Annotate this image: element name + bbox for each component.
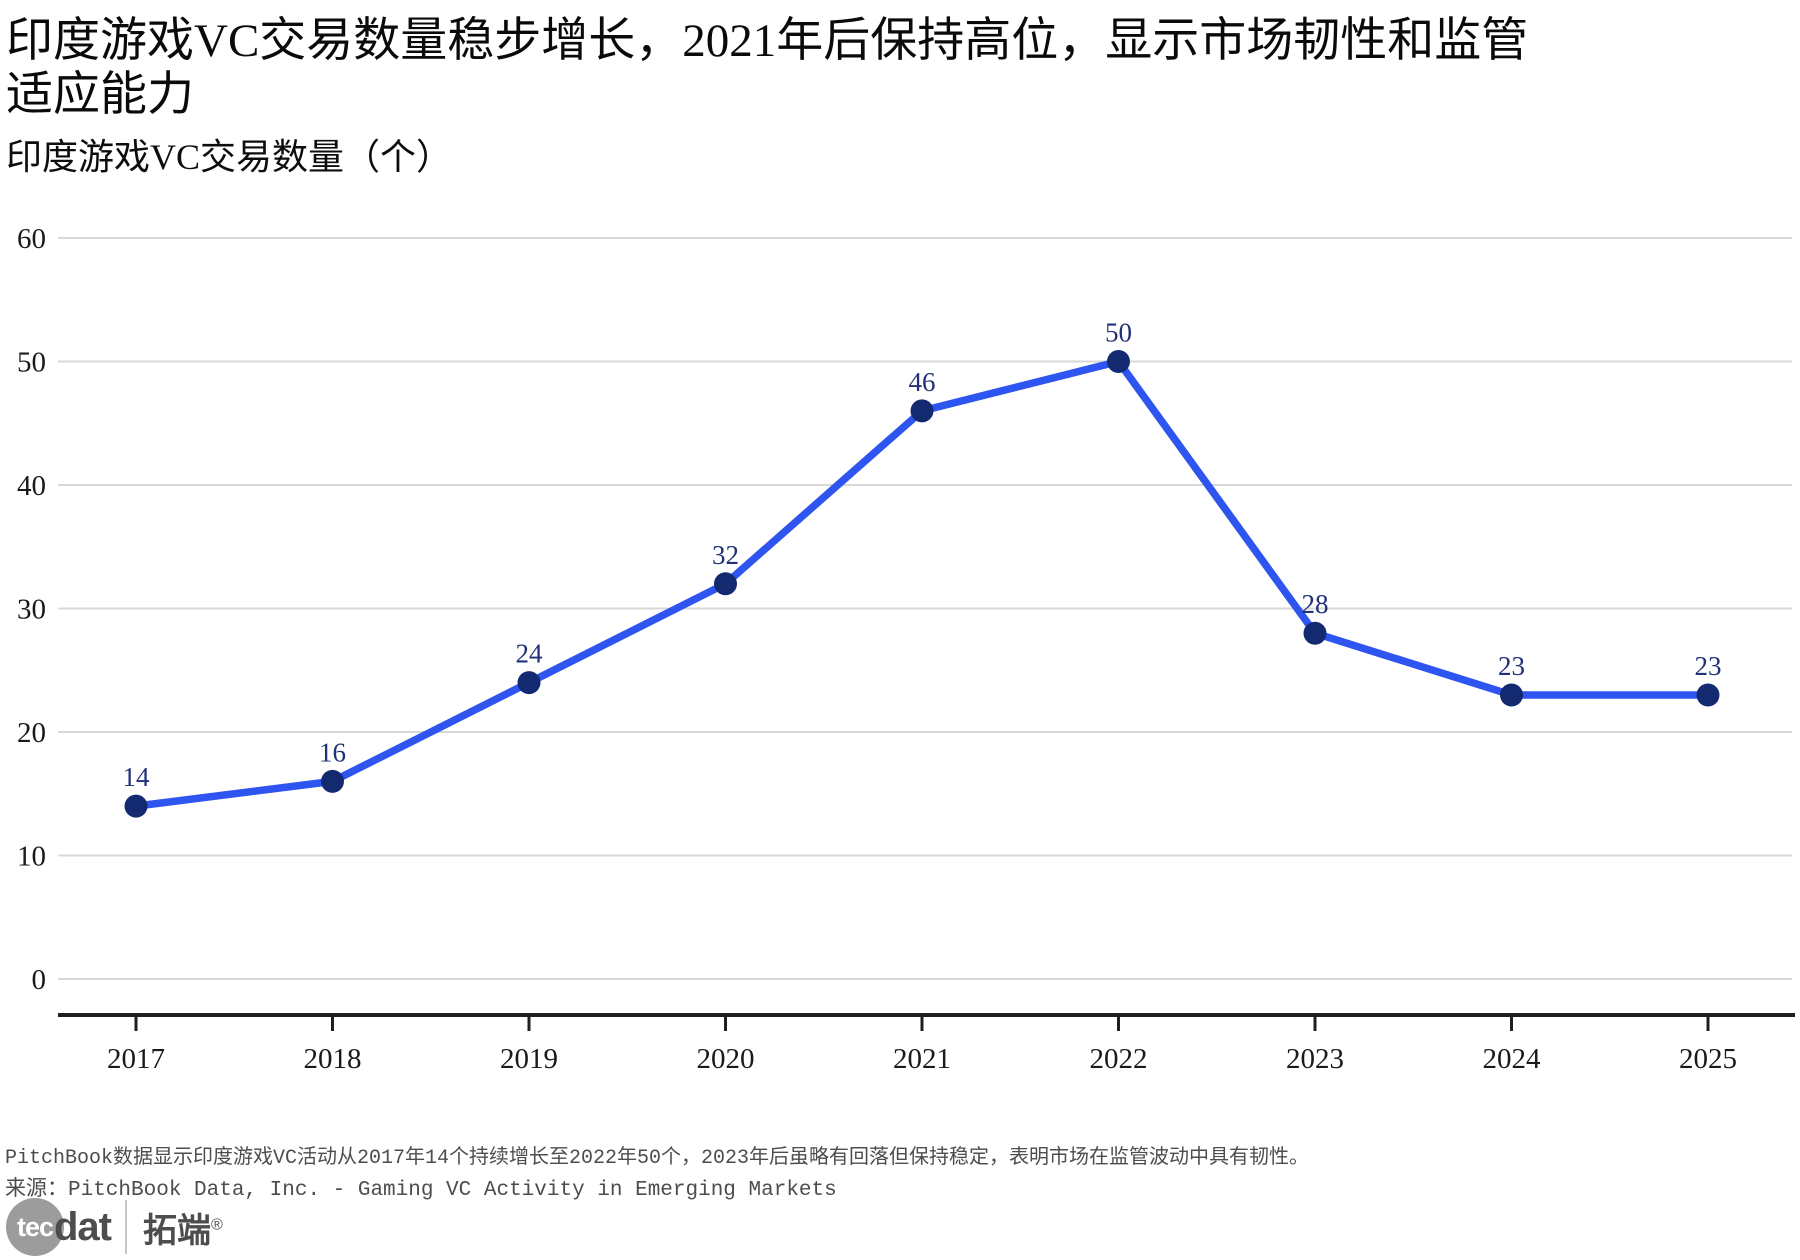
logo-divider <box>125 1200 127 1254</box>
data-label-2017: 14 <box>123 762 151 792</box>
data-point-2022 <box>1107 350 1130 373</box>
data-label-2023: 28 <box>1302 589 1329 619</box>
data-label-2022: 50 <box>1105 318 1132 348</box>
x-tick-label-2024: 2024 <box>1483 1043 1542 1075</box>
tecdat-brand-text: 拓端 <box>143 1211 211 1250</box>
tecdat-logo-suffix: dat <box>54 1204 112 1249</box>
data-label-2024: 23 <box>1498 651 1525 681</box>
x-tick-label-2017: 2017 <box>107 1043 165 1075</box>
data-label-2018: 16 <box>319 737 346 767</box>
footer-note: PitchBook数据显示印度游戏VC活动从2017年14个持续增长至2022年… <box>5 1147 1310 1170</box>
y-tick-label-10: 10 <box>17 841 46 873</box>
y-tick-label-60: 60 <box>17 223 46 255</box>
data-point-2019 <box>517 671 541 695</box>
tecdat-logo-brand-cn: 拓端® <box>143 1203 223 1252</box>
tecdat-logo: tec dat 拓端® <box>6 1198 223 1256</box>
data-point-2021 <box>910 399 934 423</box>
y-tick-label-30: 30 <box>17 594 46 626</box>
y-tick-label-20: 20 <box>17 717 46 749</box>
data-label-2019: 24 <box>516 639 544 669</box>
x-tick-label-2021: 2021 <box>893 1043 951 1075</box>
y-tick-label-0: 0 <box>32 964 47 996</box>
footer-source: 来源：PitchBook Data, Inc. - Gaming VC Acti… <box>5 1179 837 1202</box>
tecdat-logo-circle: tec <box>6 1198 64 1256</box>
chart-subtitle: 印度游戏VC交易数量（个） <box>6 137 453 177</box>
x-tick-label-2025: 2025 <box>1679 1043 1737 1075</box>
data-label-2025: 23 <box>1695 651 1722 681</box>
x-tick-label-2023: 2023 <box>1286 1043 1344 1075</box>
data-point-2024 <box>1500 683 1523 707</box>
chart-title: 印度游戏VC交易数量稳步增长，2021年后保持高位，显示市场韧性和监管 适应能力 <box>6 14 1528 122</box>
chart-title-line2: 适应能力 <box>6 69 194 121</box>
x-tick-label-2020: 2020 <box>697 1043 755 1075</box>
x-tick-label-2019: 2019 <box>500 1043 558 1075</box>
x-tick-label-2022: 2022 <box>1090 1043 1148 1075</box>
data-label-2020: 32 <box>712 540 739 570</box>
y-tick-label-50: 50 <box>17 347 46 379</box>
vc-deals-line-chart: 0 10 20 30 40 50 60 2017 2018 2019 2020 2021 2022 202… <box>17 223 1795 1075</box>
tecdat-logo-circle-text: tec <box>16 1211 54 1242</box>
data-point-2025 <box>1696 683 1720 707</box>
chart-title-line1: 印度游戏VC交易数量稳步增长，2021年后保持高位，显示市场韧性和监管 <box>6 15 1529 67</box>
data-label-2021: 46 <box>909 367 936 397</box>
y-tick-label-40: 40 <box>17 470 46 502</box>
x-tick-label-2018: 2018 <box>304 1043 362 1075</box>
line-series <box>132 357 1712 810</box>
data-point-2017 <box>124 794 148 818</box>
registered-mark: ® <box>211 1216 223 1234</box>
data-point-2018 <box>321 769 344 793</box>
data-point-2020 <box>714 572 737 596</box>
data-point-2023 <box>1303 621 1327 645</box>
